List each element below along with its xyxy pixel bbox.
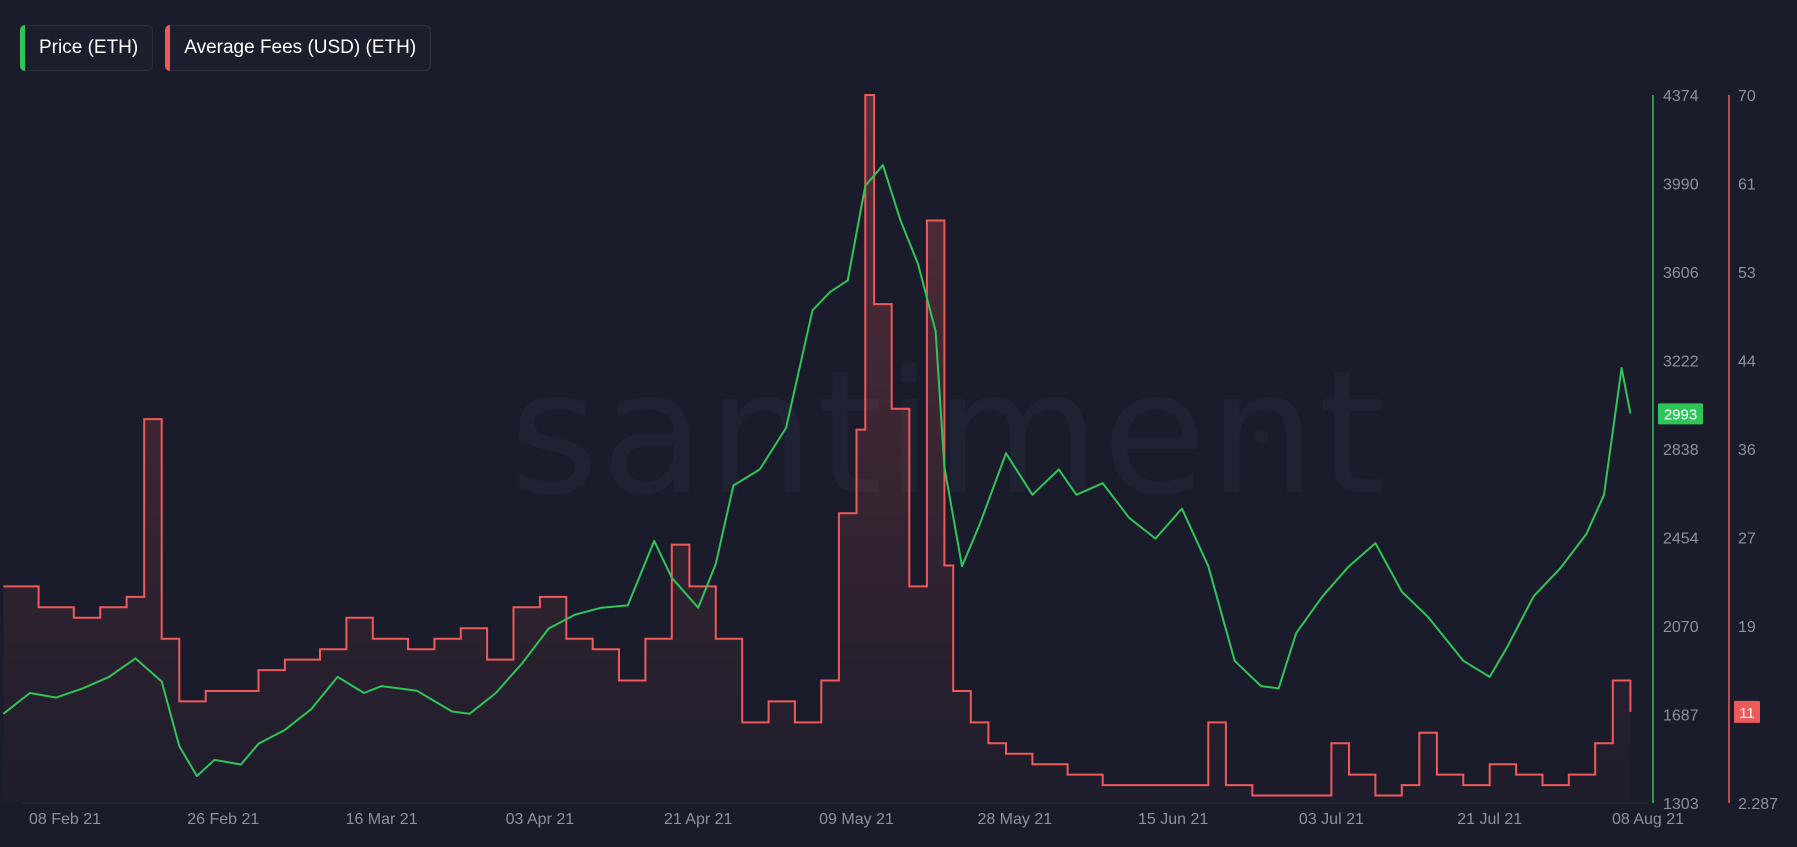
price-tick-label: 1687 bbox=[1663, 708, 1699, 725]
fees-area bbox=[3, 95, 1631, 803]
x-tick-label: 28 May 21 bbox=[977, 811, 1052, 828]
price-line bbox=[2, 164, 1632, 777]
fees-tick-label: 2.287 bbox=[1738, 796, 1778, 813]
price-tick-label: 4374 bbox=[1663, 88, 1699, 105]
legend-item-price[interactable]: Price (ETH) bbox=[20, 25, 154, 71]
x-tick-label: 21 Jul 21 bbox=[1457, 811, 1522, 828]
x-tick-label: 03 Apr 21 bbox=[506, 811, 575, 828]
price-tick-label: 3606 bbox=[1663, 265, 1699, 282]
legend-item-fees[interactable]: Average Fees (USD) (ETH) bbox=[165, 25, 432, 71]
fees-last-value-label: 11 bbox=[1739, 705, 1755, 722]
legend-swatch-fees bbox=[165, 25, 171, 71]
fees-last-value-badge bbox=[1734, 700, 1760, 723]
fees-tick-label: 27 bbox=[1738, 531, 1756, 548]
legend-label-fees: Average Fees (USD) (ETH) bbox=[184, 37, 417, 58]
x-tick-label: 21 Apr 21 bbox=[664, 811, 733, 828]
fees-tick-label: 70 bbox=[1738, 88, 1756, 105]
fees-tick-label: 19 bbox=[1738, 619, 1756, 636]
watermark-dot-right bbox=[1255, 430, 1269, 444]
fees-line bbox=[3, 94, 1632, 797]
fees-tick-label: 53 bbox=[1738, 265, 1756, 282]
price-tick-label: 2838 bbox=[1663, 442, 1699, 459]
legend-swatch-price bbox=[20, 25, 25, 71]
x-tick-label: 08 Feb 21 bbox=[29, 811, 101, 828]
x-tick-label: 03 Jul 21 bbox=[1299, 811, 1364, 828]
fees-tick-label: 36 bbox=[1738, 442, 1756, 459]
price-tick-label: 1303 bbox=[1663, 796, 1699, 813]
price-tick-label: 3990 bbox=[1663, 177, 1699, 194]
x-tick-label: 15 Jun 21 bbox=[1138, 811, 1208, 828]
legend-label-price: Price (ETH) bbox=[39, 37, 139, 58]
x-tick-label: 16 Mar 21 bbox=[346, 811, 418, 828]
legend: Price (ETH) Average Fees (USD) (ETH) bbox=[20, 25, 432, 71]
price-tick-label: 3222 bbox=[1663, 354, 1699, 371]
watermark: santiment bbox=[510, 335, 1387, 533]
price-last-value-label: 2993 bbox=[1664, 406, 1697, 423]
price-tick-label: 2454 bbox=[1663, 531, 1699, 548]
x-tick-label: 26 Feb 21 bbox=[187, 811, 259, 828]
price-last-value-badge bbox=[1658, 403, 1703, 425]
x-tick-label: 08 Aug 21 bbox=[1612, 811, 1684, 828]
fees-tick-label: 61 bbox=[1738, 177, 1756, 194]
x-tick-label: 09 May 21 bbox=[819, 811, 894, 828]
fees-tick-label: 44 bbox=[1738, 354, 1756, 371]
price-tick-label: 2070 bbox=[1663, 619, 1699, 636]
watermark-dot-left bbox=[518, 430, 532, 444]
